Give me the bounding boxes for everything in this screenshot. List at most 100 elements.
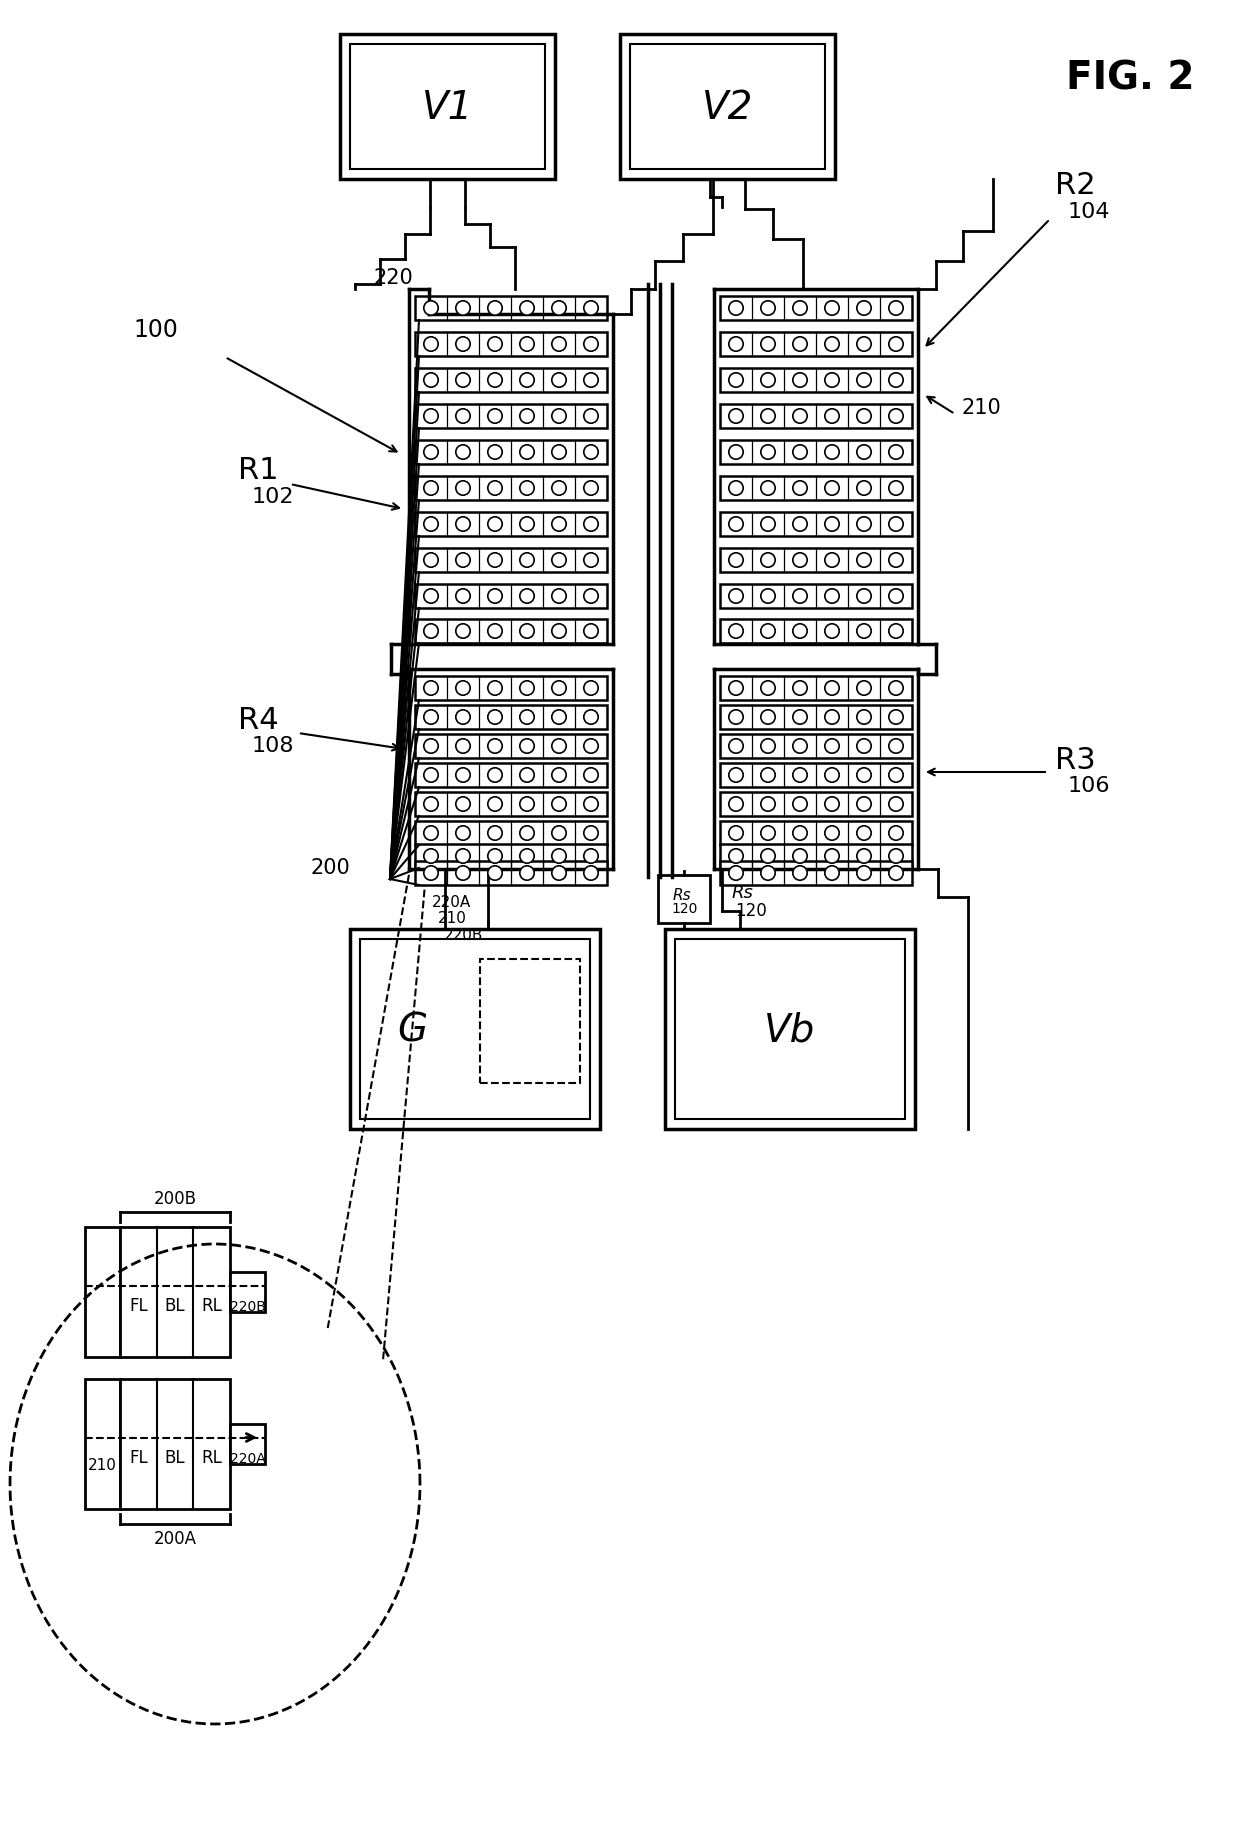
Text: 220: 220 (373, 268, 413, 288)
Circle shape (889, 826, 903, 840)
Circle shape (456, 518, 470, 532)
Circle shape (761, 866, 775, 881)
Circle shape (761, 711, 775, 726)
Bar (720, 297, 911, 321)
Circle shape (889, 301, 903, 315)
Circle shape (487, 589, 502, 603)
Circle shape (825, 374, 839, 388)
Circle shape (584, 767, 598, 782)
Bar (720, 368, 911, 392)
Bar (415, 368, 608, 392)
Circle shape (825, 866, 839, 881)
Circle shape (520, 767, 534, 782)
Circle shape (825, 445, 839, 459)
Bar (86, 1380, 120, 1509)
Circle shape (552, 711, 567, 726)
Circle shape (825, 850, 839, 864)
Circle shape (857, 866, 872, 881)
Circle shape (584, 374, 598, 388)
Circle shape (520, 445, 534, 459)
Circle shape (456, 826, 470, 840)
Circle shape (487, 711, 502, 726)
Text: R1: R1 (238, 456, 279, 485)
Circle shape (889, 797, 903, 811)
Circle shape (552, 589, 567, 603)
Bar (720, 441, 911, 465)
Circle shape (424, 625, 438, 638)
Text: 200A: 200A (154, 1529, 196, 1548)
Bar (720, 764, 911, 788)
Circle shape (761, 767, 775, 782)
Text: 108: 108 (252, 736, 295, 755)
Circle shape (552, 481, 567, 496)
Circle shape (761, 374, 775, 388)
Bar (120, 1380, 229, 1509)
Circle shape (584, 740, 598, 753)
Circle shape (761, 682, 775, 696)
Circle shape (889, 445, 903, 459)
Circle shape (424, 767, 438, 782)
Circle shape (487, 374, 502, 388)
Circle shape (584, 410, 598, 425)
Circle shape (456, 337, 470, 352)
Bar (658, 875, 711, 924)
Bar (360, 939, 590, 1119)
Text: RL: RL (201, 1447, 222, 1466)
Circle shape (761, 589, 775, 603)
Text: 104: 104 (1068, 202, 1111, 222)
Bar (415, 793, 608, 817)
Circle shape (424, 826, 438, 840)
Circle shape (424, 518, 438, 532)
Circle shape (761, 410, 775, 425)
Circle shape (792, 445, 807, 459)
Bar (720, 793, 911, 817)
Circle shape (424, 589, 438, 603)
Bar (229, 1272, 265, 1313)
Bar (415, 706, 608, 729)
Circle shape (487, 518, 502, 532)
Circle shape (520, 301, 534, 315)
Circle shape (792, 481, 807, 496)
Circle shape (761, 625, 775, 638)
Bar (720, 620, 911, 644)
Circle shape (761, 740, 775, 753)
Circle shape (825, 682, 839, 696)
Bar (415, 620, 608, 644)
Circle shape (729, 797, 743, 811)
Circle shape (792, 518, 807, 532)
Circle shape (584, 337, 598, 352)
Circle shape (889, 682, 903, 696)
Circle shape (487, 625, 502, 638)
Circle shape (552, 374, 567, 388)
Circle shape (857, 554, 872, 569)
Text: 220A: 220A (432, 893, 471, 910)
Circle shape (520, 554, 534, 569)
Circle shape (889, 711, 903, 726)
Circle shape (487, 554, 502, 569)
Circle shape (792, 767, 807, 782)
Circle shape (729, 445, 743, 459)
Circle shape (889, 554, 903, 569)
Bar (415, 334, 608, 357)
Circle shape (792, 740, 807, 753)
Circle shape (487, 797, 502, 811)
Circle shape (520, 850, 534, 864)
Circle shape (857, 337, 872, 352)
Circle shape (456, 625, 470, 638)
Circle shape (792, 682, 807, 696)
Circle shape (487, 481, 502, 496)
Circle shape (792, 337, 807, 352)
Circle shape (456, 767, 470, 782)
Circle shape (761, 826, 775, 840)
Text: 200: 200 (310, 857, 350, 877)
Circle shape (761, 518, 775, 532)
Circle shape (552, 866, 567, 881)
Text: 220B: 220B (229, 1300, 265, 1313)
Circle shape (761, 797, 775, 811)
Circle shape (729, 850, 743, 864)
Bar (229, 1424, 265, 1464)
Circle shape (584, 711, 598, 726)
Circle shape (889, 518, 903, 532)
Circle shape (487, 682, 502, 696)
Circle shape (552, 518, 567, 532)
